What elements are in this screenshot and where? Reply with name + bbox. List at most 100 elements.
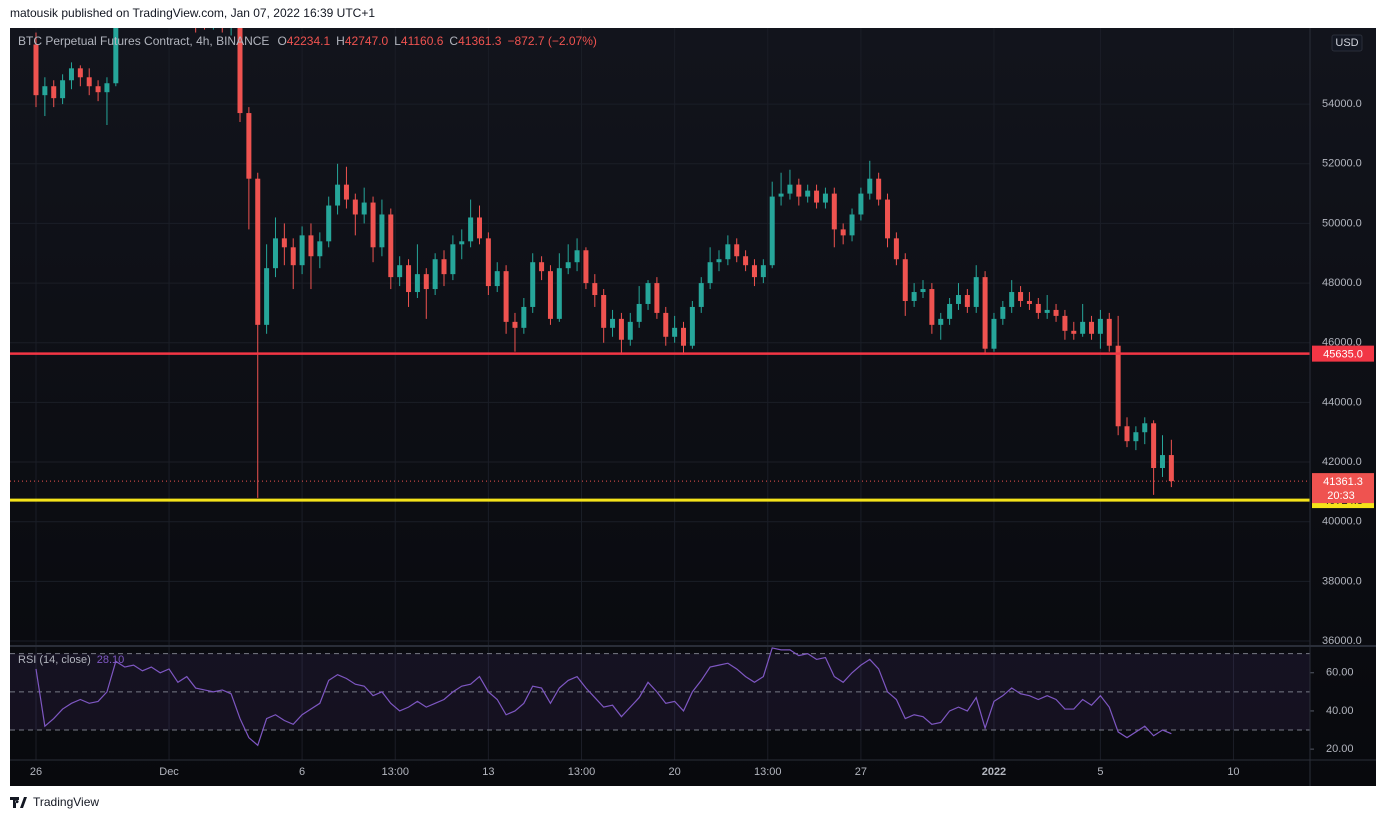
candle-body [885,199,891,239]
candle-body [1106,318,1112,346]
candle-body [556,268,562,319]
logo-text: TradingView [33,795,99,809]
candle-body [672,327,678,337]
candle-body [317,241,323,257]
candle-body [459,241,465,245]
level-badge [1312,345,1374,362]
candle-body [876,178,882,200]
candle-body [840,229,846,236]
candle-body [1151,423,1157,469]
candle-body [796,184,802,197]
countdown-label: 20:33 [1327,490,1355,502]
candle-body [1115,345,1121,427]
candle-body [264,268,270,325]
candle-body [1035,303,1041,313]
candle-body [1018,292,1024,301]
candle-body [574,250,580,263]
candle-body [1168,455,1174,482]
candle-body [414,274,420,293]
candle-body [1089,321,1095,334]
candle-body [468,217,474,242]
candle-body [920,289,926,293]
candle-body [547,271,553,319]
candle-body [565,262,571,269]
candle-body [388,214,394,278]
candle-body [867,178,873,194]
candle-body [716,259,722,263]
symbol-title: BTC Perpetual Futures Contract, 4h, BINA… [18,34,269,48]
candle-body [494,271,500,287]
candle-body [476,217,482,239]
candle-body [858,193,864,215]
x-tick-label: 13 [482,766,494,778]
candle-body [592,283,598,296]
rsi-tick-label: 60.00 [1326,667,1354,679]
rsi-legend: RSI (14, close) 28.10 [18,654,124,666]
candle-body [1026,300,1032,304]
candle-body [1142,423,1148,433]
chart-background [10,28,1376,786]
candle-body [822,193,828,203]
y-tick-label: 42000.0 [1322,456,1362,468]
candle-body [601,295,607,328]
candle-body [95,86,101,93]
candles [33,28,1174,498]
candle-body [893,238,899,260]
candle-body [299,235,305,266]
candle-body [814,190,820,203]
y-tick-label: 40000.0 [1322,516,1362,528]
candle-body [973,277,979,307]
candle-body [760,265,766,278]
candle-body [1071,330,1077,334]
rsi-tick-label: 40.00 [1326,705,1354,717]
candle-body [1000,306,1006,319]
candle-body [33,44,39,96]
candle-body [397,265,403,278]
ohlc-key: C [449,34,458,48]
candle-body [42,86,48,96]
x-tick-label: 13:00 [381,766,409,778]
candle-body [1159,455,1165,469]
candle-body [938,318,944,325]
candle-body [290,247,296,266]
x-tick-label: 5 [1097,766,1103,778]
last-price-label: 41361.3 [1323,476,1363,488]
ohlc-key: O [277,34,286,48]
candle-body [237,28,243,114]
candle-body [512,321,518,328]
candle-body [955,295,961,304]
y-tick-label: 52000.0 [1322,158,1362,170]
candle-body [698,283,704,307]
candle-body [964,295,970,307]
candle-body [1009,292,1015,307]
last-price-badge [1312,473,1374,504]
candle-body [618,318,624,340]
rsi-value: 28.10 [97,654,125,666]
currency-label: USD [1335,37,1358,49]
y-tick-label: 50000.0 [1322,217,1362,229]
rsi-tick-label: 20.00 [1326,743,1354,755]
x-tick-label: 20 [669,766,681,778]
candle-body [725,244,731,260]
candle-body [246,113,252,179]
candle-body [485,238,491,287]
candle-body [406,265,412,293]
logo-icon [10,797,27,808]
candle-body [370,202,376,248]
candle-body [831,193,837,230]
price-pane [10,28,1310,646]
rsi-pane [10,647,1314,760]
candle-body [751,265,757,278]
rsi-title: RSI (14, close) [18,654,91,666]
candle-body [929,289,935,325]
y-tick-label: 44000.0 [1322,396,1362,408]
candle-body [281,238,287,248]
ohlc-value: 42747.0 [345,34,389,48]
candle-body [982,277,988,349]
candle-body [778,193,784,197]
x-tick-label: 6 [299,766,305,778]
candle-body [60,80,66,99]
candle-body [539,262,545,272]
candle-body [1133,432,1139,442]
